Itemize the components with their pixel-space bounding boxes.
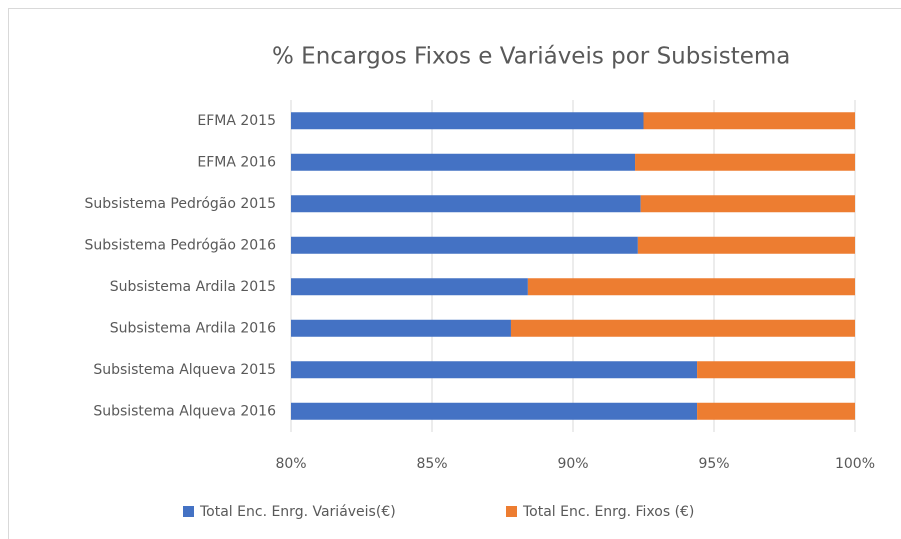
y-tick-label: Subsistema Ardila 2015: [110, 279, 276, 295]
chart-frame: [8, 8, 901, 539]
bar-segment: [291, 361, 698, 379]
y-tick-label: Subsistema Pedrógão 2015: [85, 196, 276, 212]
x-tick-label: 85%: [416, 456, 447, 472]
y-tick-label: Subsistema Alqueva 2015: [93, 362, 276, 378]
bar-segment: [291, 319, 511, 337]
bar-segment: [635, 153, 855, 171]
bar-segment: [291, 278, 528, 296]
bar-segment: [643, 112, 855, 130]
bar-segment: [640, 195, 855, 213]
legend-swatch: [183, 506, 194, 517]
y-tick-label: EFMA 2015: [197, 113, 276, 129]
legend-label: Total Enc. Enrg. Fixos (€): [522, 504, 694, 520]
bar-segment: [291, 236, 638, 254]
bar-segment: [291, 112, 644, 130]
bar-segment: [291, 153, 636, 171]
y-tick-label: EFMA 2016: [197, 154, 276, 170]
bar-segment: [527, 278, 855, 296]
x-tick-label: 100%: [835, 456, 875, 472]
x-tick-label: 95%: [698, 456, 729, 472]
y-tick-label: Subsistema Ardila 2016: [110, 320, 276, 336]
bar-segment: [697, 361, 855, 379]
bar-segment: [637, 236, 855, 254]
chart-title: % Encargos Fixos e Variáveis por Subsist…: [272, 44, 790, 70]
y-tick-label: Subsistema Alqueva 2016: [93, 403, 276, 419]
x-tick-label: 80%: [275, 456, 306, 472]
bar-segment: [510, 319, 855, 337]
bar-segment: [291, 195, 641, 213]
bar-segment: [697, 402, 855, 420]
bar-segment: [291, 402, 698, 420]
legend-swatch: [506, 506, 517, 517]
y-tick-label: Subsistema Pedrógão 2016: [85, 237, 277, 253]
x-tick-label: 90%: [557, 456, 588, 472]
legend-label: Total Enc. Enrg. Variáveis(€): [199, 504, 396, 520]
